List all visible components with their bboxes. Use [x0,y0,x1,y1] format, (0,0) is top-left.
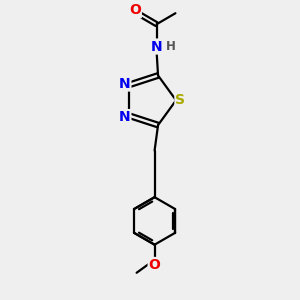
Text: N: N [119,110,130,124]
Text: N: N [119,76,130,91]
Text: O: O [129,3,141,17]
Text: N: N [151,40,162,53]
Text: H: H [166,40,176,53]
Text: S: S [176,93,185,107]
Text: O: O [148,258,160,272]
